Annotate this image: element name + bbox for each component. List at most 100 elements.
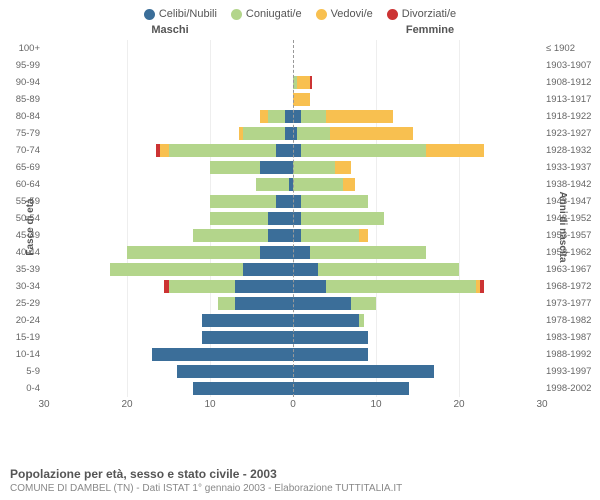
age-label: 60-64 — [0, 179, 44, 190]
birth-year-label: 1968-1972 — [542, 281, 600, 292]
bar-segment — [293, 93, 310, 106]
age-label: 85-89 — [0, 94, 44, 105]
male-bar — [44, 295, 293, 312]
bar-segment — [193, 229, 268, 242]
female-bar — [293, 329, 542, 346]
bar-pair — [44, 227, 542, 244]
birth-year-label: 1913-1917 — [542, 94, 600, 105]
bar-pair — [44, 176, 542, 193]
male-bar — [44, 346, 293, 363]
birth-year-label: 1963-1967 — [542, 264, 600, 275]
bar-pair — [44, 244, 542, 261]
pyramid-row: 50-541948-1952 — [0, 210, 600, 227]
female-bar — [293, 108, 542, 125]
male-bar — [44, 329, 293, 346]
bar-pair — [44, 142, 542, 159]
pyramid-row: 15-191983-1987 — [0, 329, 600, 346]
bar-segment — [169, 280, 235, 293]
female-bar — [293, 312, 542, 329]
female-bar — [293, 74, 542, 91]
bar-segment — [268, 212, 293, 225]
bar-segment — [326, 110, 392, 123]
x-axis: 3020100102030 — [0, 399, 600, 413]
bar-segment — [359, 314, 363, 327]
female-bar — [293, 295, 542, 312]
bar-segment — [260, 110, 268, 123]
pyramid-row: 85-89 1913-1917 — [0, 91, 600, 108]
birth-year-label: 1923-1927 — [542, 128, 600, 139]
bar-segment — [310, 76, 312, 89]
x-tick: 0 — [290, 399, 296, 410]
bar-pair — [44, 363, 542, 380]
birth-year-label: 1953-1957 — [542, 230, 600, 241]
pyramid-row: 65-691933-1937 — [0, 159, 600, 176]
bar-segment — [210, 195, 276, 208]
bar-segment — [293, 110, 301, 123]
x-tick: 10 — [370, 399, 381, 410]
female-bar — [293, 380, 542, 397]
age-label: 20-24 — [0, 315, 44, 326]
bar-segment — [351, 297, 376, 310]
bar-segment — [293, 280, 326, 293]
age-label: 70-74 — [0, 145, 44, 156]
male-bar — [44, 380, 293, 397]
pyramid-row: 25-291973-1977 — [0, 295, 600, 312]
bar-pair — [44, 40, 542, 57]
male-bar — [44, 227, 293, 244]
x-tick: 30 — [38, 399, 49, 410]
bar-segment — [202, 314, 293, 327]
pyramid-row: 75-791923-1927 — [0, 125, 600, 142]
bar-segment — [297, 76, 309, 89]
pyramid-row: 60-641938-1942 — [0, 176, 600, 193]
pyramid-row: 70-74 1928-1932 — [0, 142, 600, 159]
bar-segment — [210, 212, 268, 225]
legend-item: Celibi/Nubili — [144, 8, 217, 20]
bar-segment — [276, 195, 293, 208]
bar-pair — [44, 312, 542, 329]
bar-segment — [301, 195, 367, 208]
chart-title: Popolazione per età, sesso e stato civil… — [10, 467, 590, 481]
age-label: 35-39 — [0, 264, 44, 275]
bar-segment — [480, 280, 484, 293]
birth-year-label: 1993-1997 — [542, 366, 600, 377]
bar-pair — [44, 295, 542, 312]
legend-swatch — [231, 9, 242, 20]
female-bar — [293, 91, 542, 108]
bar-pair — [44, 57, 542, 74]
header-male: Maschi — [0, 24, 300, 36]
male-bar — [44, 312, 293, 329]
bar-segment — [293, 178, 343, 191]
bar-segment — [276, 144, 293, 157]
bar-segment — [160, 144, 168, 157]
male-bar — [44, 193, 293, 210]
female-bar — [293, 193, 542, 210]
bar-segment — [268, 110, 285, 123]
birth-year-label: 1928-1932 — [542, 145, 600, 156]
bar-segment — [235, 280, 293, 293]
pyramid-row: 20-241978-1982 — [0, 312, 600, 329]
legend-label: Divorziati/e — [402, 8, 456, 20]
age-label: 100+ — [0, 43, 44, 54]
female-bar — [293, 40, 542, 57]
bar-segment — [293, 314, 359, 327]
age-label: 50-54 — [0, 213, 44, 224]
bar-segment — [326, 280, 475, 293]
pyramid-rows: 100+≤ 190295-991903-190790-941908-191285… — [0, 40, 600, 397]
legend-item: Divorziati/e — [387, 8, 456, 20]
male-bar — [44, 125, 293, 142]
female-bar — [293, 142, 542, 159]
bar-segment — [285, 110, 293, 123]
male-bar — [44, 261, 293, 278]
bar-pair — [44, 329, 542, 346]
bar-pair — [44, 159, 542, 176]
bar-segment — [318, 263, 459, 276]
bar-segment — [256, 178, 289, 191]
birth-year-label: 1903-1907 — [542, 60, 600, 71]
bar-pair — [44, 108, 542, 125]
legend: Celibi/NubiliConiugati/eVedovi/eDivorzia… — [0, 0, 600, 24]
pyramid-row: 0-41998-2002 — [0, 380, 600, 397]
bar-pair — [44, 210, 542, 227]
bar-segment — [330, 127, 413, 140]
male-bar — [44, 57, 293, 74]
male-bar — [44, 244, 293, 261]
